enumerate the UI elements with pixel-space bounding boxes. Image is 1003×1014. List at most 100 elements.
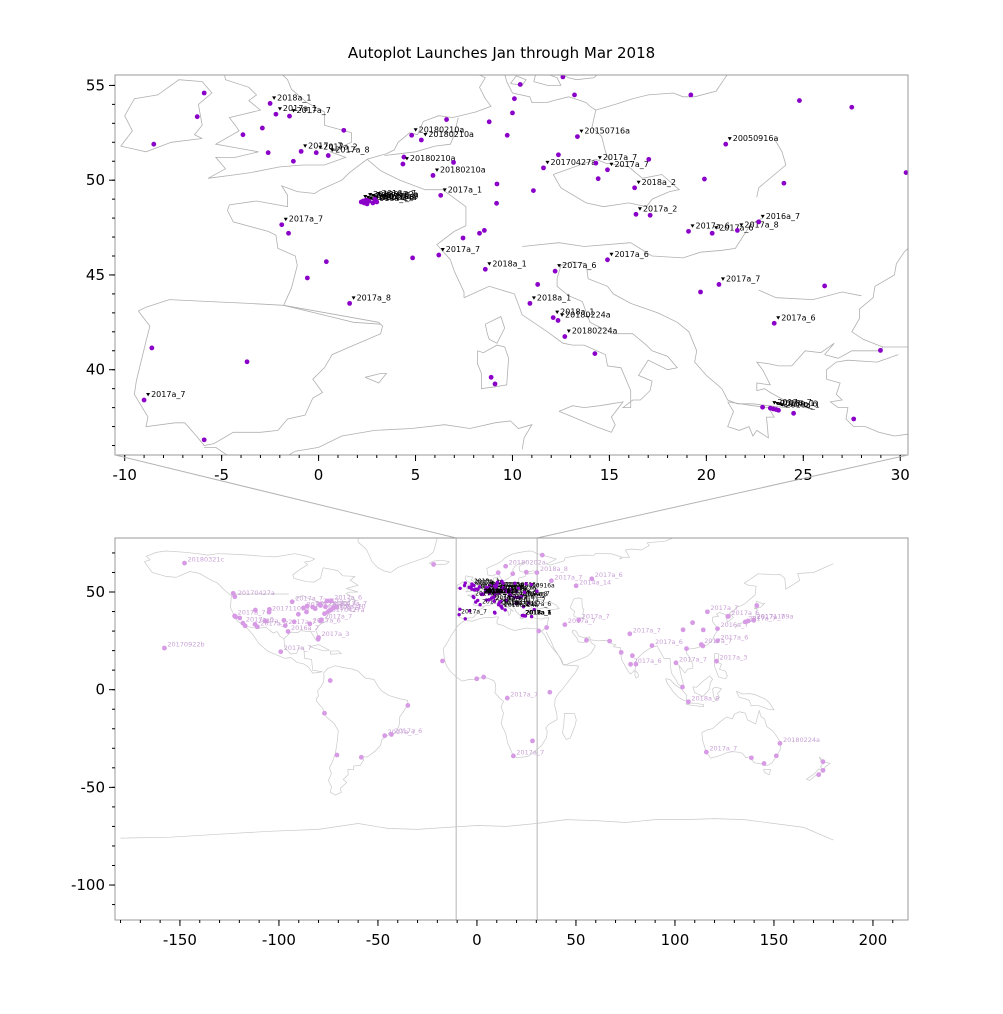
coastline bbox=[562, 713, 577, 740]
label-text: 2016a_10 bbox=[334, 602, 366, 610]
label-text: 2017a_6 bbox=[719, 223, 753, 232]
launch-point bbox=[539, 552, 545, 558]
launch-point bbox=[849, 104, 855, 110]
world-panel: 20180321c20170427a2017a_72017a_62017a_72… bbox=[120, 538, 834, 841]
label-text: 2017a_2 bbox=[479, 583, 505, 590]
launch-point bbox=[477, 230, 482, 236]
launch-point bbox=[649, 643, 655, 648]
launch-label-marker-icon bbox=[487, 262, 492, 266]
launch-point bbox=[436, 252, 442, 258]
coastline bbox=[735, 690, 775, 711]
launch-point bbox=[328, 598, 334, 604]
launch-point bbox=[607, 638, 613, 644]
label-text: 20180224a bbox=[504, 602, 539, 609]
launch-point bbox=[773, 753, 779, 759]
launch-point bbox=[431, 561, 436, 567]
launch-point bbox=[322, 611, 327, 617]
label-text: 55 bbox=[86, 76, 105, 94]
launch-point bbox=[715, 638, 720, 644]
label-text: 2017a_7 bbox=[510, 691, 538, 699]
launch-point bbox=[327, 678, 333, 683]
launch-point bbox=[680, 684, 685, 690]
coastline bbox=[283, 304, 381, 325]
label-text: 20180210a bbox=[368, 192, 414, 201]
label-text: 2017a_1 bbox=[283, 104, 317, 113]
launch-point bbox=[756, 219, 762, 225]
launch-point bbox=[151, 141, 157, 147]
launch-point bbox=[700, 627, 706, 633]
label-text: 20180210a bbox=[488, 581, 523, 588]
launch-point bbox=[259, 125, 265, 131]
label-text: -100 bbox=[262, 931, 296, 949]
label-text: 20171221a bbox=[306, 600, 343, 608]
label-text: 2017a_2 bbox=[323, 143, 357, 152]
launch-point bbox=[312, 606, 318, 612]
launch-point bbox=[267, 101, 273, 106]
launch-point bbox=[141, 397, 147, 403]
launch-point bbox=[483, 588, 488, 593]
label-text: 2018a_1 bbox=[537, 293, 571, 302]
launch-label-marker-icon bbox=[555, 310, 560, 314]
label-text: 2017a_7 bbox=[476, 579, 502, 586]
launch-point bbox=[488, 374, 494, 380]
label-text: 2017a_6 bbox=[634, 657, 662, 665]
launch-point bbox=[709, 230, 715, 236]
launch-point bbox=[748, 755, 754, 761]
launch-point bbox=[162, 645, 167, 651]
launch-point bbox=[595, 176, 601, 182]
launch-point bbox=[330, 605, 336, 611]
coastline bbox=[685, 702, 705, 708]
launch-point bbox=[347, 300, 353, 306]
launch-point bbox=[233, 614, 238, 620]
launch-point bbox=[494, 200, 499, 206]
launch-point bbox=[520, 613, 524, 618]
coastline bbox=[712, 686, 723, 702]
launch-point bbox=[418, 137, 424, 143]
label-text: 2017a_7 bbox=[308, 141, 342, 150]
launch-point bbox=[589, 576, 595, 582]
label-text: 10 bbox=[503, 466, 522, 484]
launch-point bbox=[304, 603, 310, 609]
launch-point bbox=[535, 589, 539, 593]
label-text: 2016a_7 bbox=[485, 588, 511, 595]
launch-point bbox=[547, 689, 553, 695]
label-text: 2017a_6 bbox=[731, 609, 759, 617]
label-text: -5 bbox=[214, 466, 229, 484]
label-text: 20170427a bbox=[238, 589, 275, 597]
label-text: 2018a_2 bbox=[642, 178, 676, 187]
label-text: 2017a_6 bbox=[655, 638, 683, 646]
label-text: 2016a_7 bbox=[291, 624, 319, 632]
launch-point bbox=[285, 629, 291, 634]
launch-label-marker-icon bbox=[760, 214, 765, 219]
world-recent-points: 2018a_12017a_12017a_72017a_72017a_22017a… bbox=[457, 578, 555, 621]
launch-point bbox=[488, 584, 492, 588]
launch-label-marker-icon bbox=[545, 160, 550, 165]
label-text: 2017a_6 bbox=[526, 610, 552, 617]
label-text: 2017a_7 bbox=[295, 594, 323, 602]
launch-point bbox=[816, 772, 822, 778]
launch-point bbox=[295, 611, 301, 617]
label-text: 0 bbox=[95, 681, 105, 699]
launch-point bbox=[273, 111, 279, 117]
label-text: 2017a_8 bbox=[485, 588, 511, 595]
launch-label-marker-icon bbox=[283, 217, 288, 222]
launch-point bbox=[500, 606, 504, 610]
launch-point bbox=[492, 381, 498, 387]
label-text: 200 bbox=[859, 931, 888, 949]
launch-point bbox=[322, 710, 327, 716]
launch-point bbox=[535, 282, 541, 287]
label-text: 2018a_1 bbox=[560, 308, 594, 317]
launch-point bbox=[489, 588, 493, 592]
launch-point bbox=[242, 623, 248, 629]
launch-point bbox=[317, 602, 323, 607]
launch-point bbox=[751, 617, 757, 623]
zoom-line bbox=[537, 454, 909, 539]
launch-label-marker-icon bbox=[376, 192, 381, 196]
label-text: 2017a_1 bbox=[475, 579, 501, 586]
label-text: 2017a_7 bbox=[484, 588, 510, 595]
launch-point bbox=[573, 583, 579, 589]
label-text: 2017a_8 bbox=[522, 591, 548, 598]
launch-point bbox=[781, 180, 787, 186]
europe-panel-canvas[interactable] bbox=[114, 74, 909, 456]
launch-point bbox=[510, 571, 516, 577]
